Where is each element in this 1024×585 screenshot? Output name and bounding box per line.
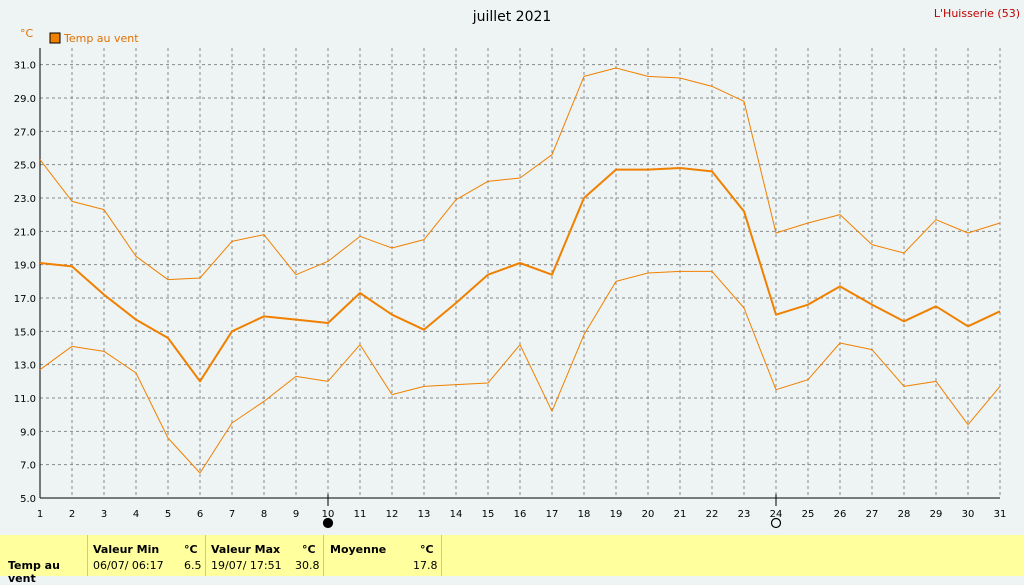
x-tick-label: 14: [450, 509, 463, 520]
x-tick-label: 7: [229, 509, 235, 520]
moon-markers: [322, 494, 782, 529]
grid: [40, 48, 1001, 498]
x-tick-label: 27: [866, 509, 879, 520]
x-tick-label: 9: [293, 509, 299, 520]
x-tick-label: 23: [738, 509, 751, 520]
x-tick-label: 2: [69, 509, 75, 520]
axes: 1 2 3 4 5 6 7 8 9 10 11 12 13 14 15 16 17 18 19 20 21 22 23 24 2…: [14, 48, 1007, 520]
y-tick-label: 9.0: [20, 427, 36, 438]
stats-row-label: Temp au vent: [8, 559, 60, 585]
min-value: 6.5: [184, 559, 202, 572]
stats-min-cell: Valeur Min °C 06/07/ 06:17 6.5: [88, 535, 206, 576]
x-tick-label: 3: [101, 509, 107, 520]
x-tick-label: 17: [546, 509, 559, 520]
min-header: Valeur Min: [93, 543, 160, 556]
y-tick-label: 27.0: [14, 127, 36, 138]
x-tick-label: 8: [261, 509, 267, 520]
max-value: 30.8: [295, 559, 320, 572]
x-tick-label: 13: [418, 509, 431, 520]
y-tick-label: 25.0: [14, 161, 36, 172]
x-tick-label: 29: [930, 509, 943, 520]
x-tick-label: 31: [994, 509, 1007, 520]
x-tick-label: 24: [770, 509, 783, 520]
x-tick-label: 5: [165, 509, 171, 520]
x-tick-label: 12: [386, 509, 399, 520]
x-tick-label: 6: [197, 509, 203, 520]
min-unit: °C: [184, 543, 198, 556]
min-datetime: 06/07/ 06:17: [93, 559, 164, 572]
x-tick-label: 10: [322, 509, 335, 520]
stats-bar: Temp au vent Valeur Min °C 06/07/ 06:17 …: [0, 535, 1024, 585]
mean-unit: °C: [420, 543, 434, 556]
x-tick-label: 11: [354, 509, 367, 520]
legend-label: Temp au vent: [63, 32, 139, 45]
legend-swatch: [49, 32, 61, 44]
x-tick-label: 30: [962, 509, 975, 520]
y-tick-label: 21.0: [14, 227, 36, 238]
series-line-max: [39, 67, 1001, 281]
y-tick-label: 7.0: [20, 461, 36, 472]
max-header: Valeur Max: [211, 543, 281, 556]
chart-title: juillet 2021: [472, 9, 552, 25]
x-tick-label: 16: [514, 509, 527, 520]
x-tick-label: 20: [642, 509, 655, 520]
x-tick-label: 18: [578, 509, 591, 520]
y-tick-label: 17.0: [14, 294, 36, 305]
x-tick-label: 25: [802, 509, 815, 520]
x-tick-label: 19: [610, 509, 623, 520]
x-tick-label: 21: [674, 509, 687, 520]
y-tick-label: 11.0: [14, 394, 36, 405]
x-tick-label: 28: [898, 509, 911, 520]
new-moon-icon: [322, 517, 334, 529]
y-tick-label: 5.0: [20, 494, 36, 505]
y-tick-label: 19.0: [14, 261, 36, 272]
x-tick-label: 1: [37, 509, 43, 520]
x-tick-label: 4: [133, 509, 139, 520]
mean-value: 17.8: [413, 559, 438, 572]
station-label: L'Huisserie (53): [934, 7, 1020, 20]
x-tick-label: 15: [482, 509, 495, 520]
x-tick-label: 26: [834, 509, 847, 520]
y-tick-label: 23.0: [14, 194, 36, 205]
full-moon-icon: [770, 517, 782, 529]
x-tick-label: 22: [706, 509, 719, 520]
y-tick-label: 13.0: [14, 361, 36, 372]
y-tick-label: 31.0: [14, 61, 36, 72]
y-tick-label: 29.0: [14, 94, 36, 105]
y-tick-label: 15.0: [14, 327, 36, 338]
series-line-min: [39, 270, 1001, 474]
stats-max-cell: Valeur Max °C 19/07/ 17:51 30.8: [206, 535, 324, 576]
series: [39, 67, 1001, 474]
stats-row-label-cell: Temp au vent: [0, 535, 88, 585]
y-unit-label: °C: [20, 27, 34, 40]
series-line-mean: [39, 167, 1001, 383]
mean-header: Moyenne: [330, 543, 387, 556]
max-unit: °C: [302, 543, 316, 556]
max-datetime: 19/07/ 17:51: [211, 559, 282, 572]
chart: juillet 2021 L'Huisserie (53) °C Temp au…: [14, 7, 1020, 529]
stats-mean-cell: Moyenne °C 17.8: [324, 535, 442, 576]
